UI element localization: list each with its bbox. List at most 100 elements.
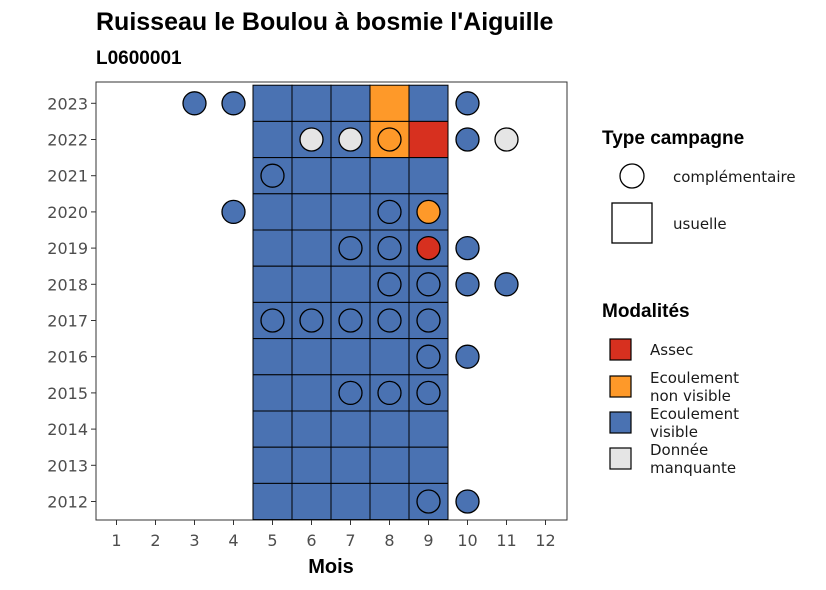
complementaire-point: [416, 235, 441, 261]
usuelle-tile: [408, 410, 449, 448]
y-tick-label: 2023: [47, 94, 88, 113]
complementaire-point: [260, 163, 285, 188]
x-tick-label: 4: [228, 531, 238, 550]
legend-modalites-title: Modalités: [602, 301, 690, 322]
complementaire-point: [377, 235, 402, 261]
legend-modalite-label: Assec: [650, 341, 693, 359]
complementaire-point: [221, 199, 246, 225]
legend-modalite-swatch: [609, 375, 632, 398]
complementaire-point: [494, 272, 519, 297]
x-tick-label: 5: [267, 531, 277, 550]
x-tick-label: 8: [384, 531, 394, 550]
usuelle-tile: [330, 410, 371, 448]
legend-type-label: usuelle: [673, 215, 727, 233]
complementaire-point: [455, 91, 480, 116]
usuelle-tile: [330, 193, 371, 231]
complementaire-point: [416, 380, 441, 406]
complementaire-point: [338, 380, 363, 406]
complementaire-point: [299, 127, 324, 152]
legend-modalite-swatch: [609, 338, 632, 361]
complementaire-point: [221, 91, 246, 116]
usuelle-tile: [369, 446, 410, 484]
usuelle-tile: [252, 229, 293, 267]
y-tick-label: 2022: [47, 131, 88, 150]
x-axis-label: Mois: [308, 556, 354, 578]
plot-area: 1 2 3 4 5 6 7 8 9 10 11 122012201320142015201620172…: [47, 81, 568, 550]
complementaire-point: [416, 199, 441, 225]
y-tick-label: 2019: [47, 239, 88, 258]
legend-circle-symbol: [619, 163, 645, 189]
complementaire-point: [377, 380, 402, 406]
usuelle-tile: [330, 446, 371, 484]
usuelle-tile: [291, 482, 332, 521]
usuelle-tile: [252, 338, 293, 376]
usuelle-tile: [330, 157, 371, 195]
complementaire-point: [377, 199, 402, 225]
complementaire-point: [455, 127, 480, 152]
complementaire-point: [338, 235, 363, 261]
usuelle-tile: [252, 84, 293, 122]
complementaire-point: [377, 308, 402, 333]
complementaire-point: [416, 272, 441, 297]
y-tick-label: 2016: [47, 348, 88, 367]
legend-type-title: Type campagne: [602, 128, 744, 149]
complementaire-point: [377, 272, 402, 297]
usuelle-tile: [291, 84, 332, 122]
usuelle-tile: [330, 338, 371, 376]
usuelle-tile: [369, 410, 410, 448]
usuelle-tile: [408, 446, 449, 484]
y-tick-label: 2021: [47, 167, 88, 186]
complementaire-point: [494, 127, 519, 152]
complementaire-point: [455, 489, 480, 514]
usuelle-tile: [252, 193, 293, 231]
x-tick-label: 11: [496, 531, 516, 550]
complementaire-point: [455, 235, 480, 261]
legend-square-symbol: [611, 202, 653, 244]
usuelle-tile: [291, 193, 332, 231]
usuelle-tile: [291, 410, 332, 448]
usuelle-tile: [369, 157, 410, 195]
usuelle-tile: [330, 84, 371, 122]
x-tick-label: 3: [189, 531, 199, 550]
complementaire-point: [182, 91, 207, 116]
x-tick-label: 6: [306, 531, 316, 550]
chart-subtitle: L0600001: [96, 48, 182, 69]
y-tick-label: 2015: [47, 384, 88, 403]
usuelle-tile: [291, 157, 332, 195]
usuelle-tile: [369, 338, 410, 376]
legend-modalite-label: manquante: [650, 459, 736, 477]
y-tick-label: 2014: [47, 420, 88, 439]
usuelle-tile: [252, 265, 293, 303]
y-tick-label: 2018: [47, 275, 88, 294]
legend-modalite-label: Ecoulement: [650, 405, 739, 423]
legend-type-label: complémentaire: [673, 168, 796, 186]
x-tick-label: 1: [111, 531, 121, 550]
usuelle-tile: [291, 374, 332, 412]
usuelle-tile: [252, 374, 293, 412]
legend-modalite-swatch: [609, 411, 632, 434]
complementaire-point: [455, 344, 480, 369]
complementaire-point: [416, 344, 441, 369]
legend: Type campagne complémentaire usuelle Modali…: [602, 128, 796, 477]
complementaire-point: [260, 308, 285, 333]
usuelle-tile: [369, 84, 410, 122]
usuelle-tile: [330, 482, 371, 521]
usuelle-tile: [252, 120, 293, 159]
chart-title: Ruisseau le Boulou à bosmie l'Aiguille: [96, 8, 554, 36]
complementaire-point: [338, 308, 363, 333]
usuelle-tile: [408, 120, 449, 159]
y-tick-label: 2012: [47, 493, 88, 512]
complementaire-point: [416, 489, 441, 514]
usuelle-tile: [291, 338, 332, 376]
complementaire-point: [338, 127, 363, 152]
legend-modalite-label: Ecoulement: [650, 369, 739, 387]
complementaire-point: [377, 127, 402, 152]
usuelle-tile: [252, 446, 293, 484]
legend-modalite-label: non visible: [650, 387, 731, 405]
legend-modalite-label: visible: [650, 423, 698, 441]
usuelle-tile: [252, 482, 293, 521]
x-tick-label: 7: [345, 531, 355, 550]
legend-modalite-swatch: [609, 447, 632, 470]
x-tick-label: 2: [150, 531, 160, 550]
